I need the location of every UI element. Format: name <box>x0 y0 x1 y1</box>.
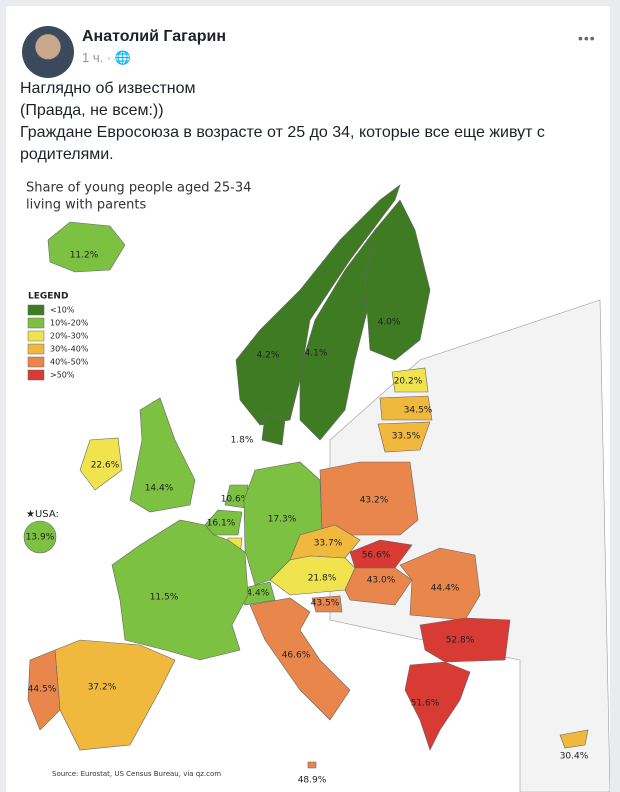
region <box>404 661 471 751</box>
region-value: 14.4% <box>145 484 174 494</box>
region-value: 21.8% <box>308 574 337 584</box>
legend-swatch <box>27 356 45 368</box>
region <box>27 649 61 731</box>
region <box>111 519 249 661</box>
legend-swatch <box>27 330 45 342</box>
region-value: 17.3% <box>268 515 297 525</box>
region <box>261 414 286 446</box>
region <box>377 421 431 453</box>
legend-label: 40%-50% <box>50 358 89 367</box>
region-value: 51.6% <box>411 699 440 709</box>
map-image[interactable]: Share of young people aged 25-34 living … <box>6 166 610 792</box>
region <box>559 729 589 749</box>
region-value: 52.8% <box>446 636 475 646</box>
more-button[interactable]: ••• <box>578 30 596 46</box>
legend-label: <10% <box>50 306 75 315</box>
legend-swatch <box>27 369 45 381</box>
region-value: 33.5% <box>392 432 421 442</box>
region-value: 10.6% <box>221 495 250 505</box>
region <box>419 617 511 663</box>
author-name[interactable]: Анатолий Гагарин <box>82 28 226 45</box>
region <box>379 395 433 421</box>
region <box>47 221 126 273</box>
region-value: 4.1% <box>305 349 328 359</box>
region <box>311 595 343 613</box>
region-value: 1.8% <box>231 436 254 446</box>
region-value: 4.2% <box>257 351 280 361</box>
usa-circle <box>23 520 57 554</box>
region-value: 20.2% <box>394 377 423 387</box>
region-value: 44.5% <box>28 685 57 695</box>
legend-label: 30%-40% <box>50 345 89 354</box>
legend-label: 10%-20% <box>50 319 89 328</box>
region <box>79 437 123 491</box>
region-value: 16.1% <box>207 519 236 529</box>
region-value: 4.0% <box>378 318 401 328</box>
region <box>349 539 413 569</box>
map-title: living with parents <box>26 198 146 213</box>
region-value: 43.5% <box>311 599 340 609</box>
region-value: 43.2% <box>360 496 389 506</box>
text-line: (Правда, не всем:)) <box>20 102 164 119</box>
time-text[interactable]: 1 ч. <box>82 50 104 65</box>
region <box>129 397 196 513</box>
usa-label: ★USA: <box>26 509 59 520</box>
source: Source: Eurostat, US Census Bureau, via … <box>52 770 221 778</box>
region-value: 11.2% <box>70 251 99 261</box>
region <box>269 555 356 596</box>
region <box>249 597 351 721</box>
region-value: 37.2% <box>88 683 117 693</box>
region <box>54 639 176 751</box>
region <box>364 199 431 361</box>
post-time[interactable]: 1 ч. · 🌐 <box>82 50 131 65</box>
region-value: 34.5% <box>404 406 433 416</box>
region <box>235 184 401 426</box>
text-line: Наглядно об известном <box>20 80 196 97</box>
region-value: 22.6% <box>91 461 120 471</box>
region-value: 14.4% <box>241 589 270 599</box>
region <box>307 761 317 769</box>
region-value: 48.9% <box>298 776 327 786</box>
map-title: Share of young people aged 25-34 <box>26 181 251 196</box>
globe-icon: 🌐 <box>114 50 131 65</box>
legend-label: >50% <box>50 371 75 380</box>
region-value: 46.6% <box>282 651 311 661</box>
region-value: 33.7% <box>314 539 343 549</box>
post-text: Наглядно об известном (Правда, не всем:)… <box>20 78 600 166</box>
avatar[interactable] <box>22 26 74 78</box>
usa-value: 13.9% <box>26 533 55 543</box>
region-value: 44.4% <box>431 584 460 594</box>
legend-title: LEGEND <box>28 292 68 302</box>
legend-swatch <box>27 317 45 329</box>
legend-label: 20%-30% <box>50 332 89 341</box>
region-value: 11.5% <box>150 593 179 603</box>
region-value: 56.6% <box>362 551 391 561</box>
legend-swatch <box>27 304 45 316</box>
region-value: 43.0% <box>367 576 396 586</box>
region <box>399 547 481 621</box>
region <box>224 484 249 509</box>
legend-swatch <box>27 343 45 355</box>
region-value: 30.4% <box>560 752 589 762</box>
text-line: Граждане Евросоюза в возрасте от 25 до 3… <box>20 124 545 163</box>
region <box>391 367 429 393</box>
